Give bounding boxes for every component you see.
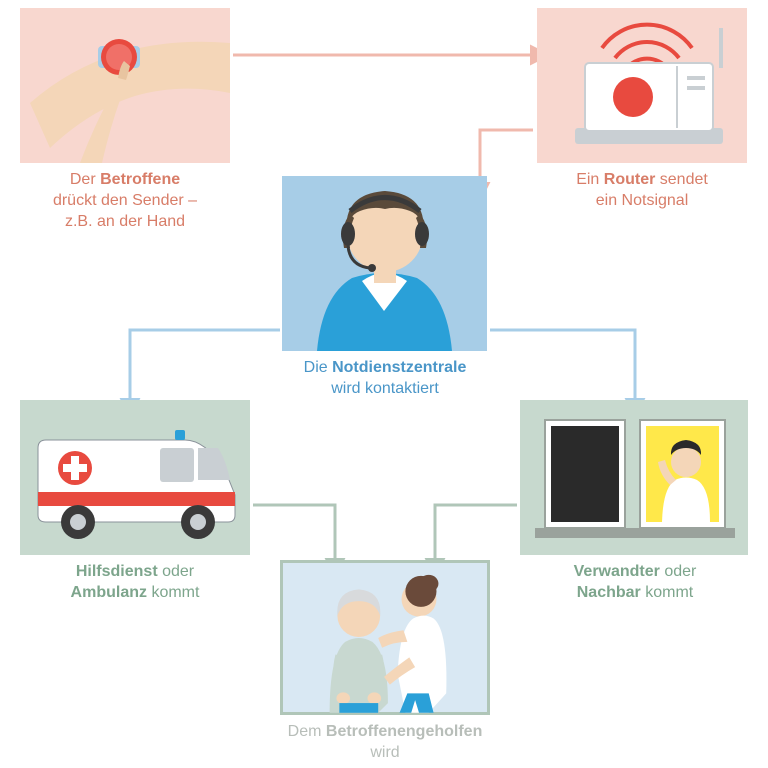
caption-step2: Ein Router sendetein Notsignal <box>542 170 742 212</box>
caption-step1: Der Betroffenedrückt den Sender –z.B. an… <box>25 170 225 232</box>
hand-button-icon <box>20 8 230 163</box>
operator-icon <box>282 176 487 351</box>
ambulance-icon <box>20 400 250 555</box>
panel-step5-geholfen <box>280 560 490 715</box>
router-icon <box>537 8 747 163</box>
caption-step5: Dem Betroffenengeholfenwird <box>285 722 485 764</box>
panel-step4a-ambulanz <box>20 400 250 555</box>
caption-step4b: Verwandter oderNachbar kommt <box>535 562 735 604</box>
neighbor-icon <box>520 400 748 555</box>
caption-step4a: Hilfsdienst oderAmbulanz kommt <box>35 562 235 604</box>
caregiver-icon <box>283 560 487 715</box>
panel-step3-notdienstzentrale <box>282 176 487 351</box>
panel-step2-router <box>537 8 747 163</box>
panel-step4b-nachbar <box>520 400 748 555</box>
panel-step1-betroffene <box>20 8 230 163</box>
caption-step3: Die Notdienstzentralewird kontaktiert <box>285 358 485 400</box>
